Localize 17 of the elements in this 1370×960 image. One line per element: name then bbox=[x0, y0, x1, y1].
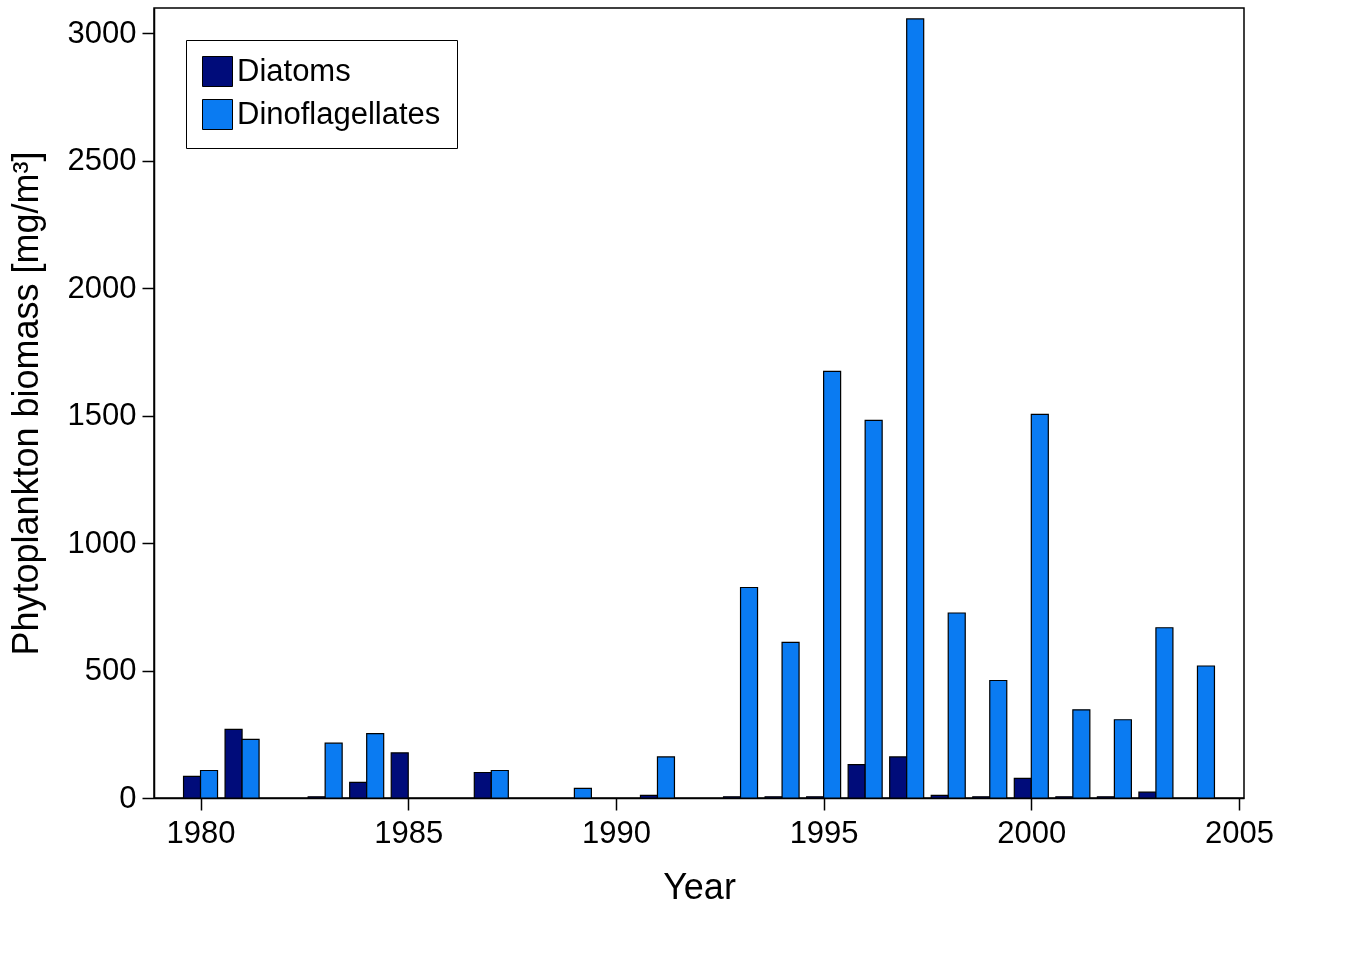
x-tick-label: 1995 bbox=[789, 814, 859, 850]
legend-label: Dinoflagellates bbox=[237, 95, 441, 131]
x-tick-label: 1985 bbox=[374, 814, 444, 850]
legend-label: Diatoms bbox=[237, 52, 351, 88]
x-tick-label: 2005 bbox=[1205, 814, 1274, 850]
y-tick-label: 500 bbox=[84, 652, 137, 688]
y-tick-label: 1000 bbox=[67, 524, 137, 560]
y-tick-label: 1500 bbox=[67, 397, 137, 433]
x-tick-label: 1980 bbox=[166, 814, 236, 850]
y-axis-title: Phytoplankton biomass [mg/m³] bbox=[4, 151, 46, 656]
x-axis-title: Year bbox=[663, 865, 736, 907]
y-tick-label: 2000 bbox=[67, 269, 137, 305]
y-tick-label: 0 bbox=[119, 779, 137, 815]
x-tick-label: 1990 bbox=[581, 814, 651, 850]
x-tick-label: 2000 bbox=[997, 814, 1067, 850]
y-tick-label: 3000 bbox=[67, 14, 137, 50]
y-tick-label: 2500 bbox=[67, 142, 137, 178]
